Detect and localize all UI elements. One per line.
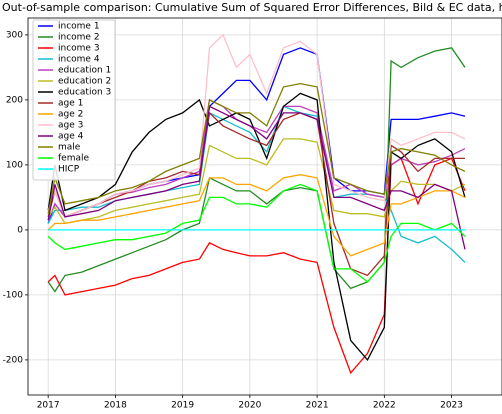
x-tick-label: 2018	[104, 401, 127, 411]
series-line	[47, 138, 466, 225]
series-line	[47, 82, 466, 214]
series-line	[47, 111, 465, 277]
legend-label: income 2	[58, 33, 100, 43]
x-tick-label: 2019	[171, 401, 194, 411]
legend-label: age 4	[58, 132, 84, 142]
y-tick-label: 200	[6, 95, 23, 105]
x-tick-label: 2022	[373, 401, 396, 411]
legend-label: female	[58, 154, 89, 164]
y-tick-label: -200	[3, 355, 24, 365]
plot-frame	[27, 17, 502, 396]
series-line	[47, 105, 466, 250]
x-tick-label: 2017	[37, 401, 60, 411]
legend-label: education 3	[58, 88, 111, 98]
x-tick-label: 2021	[306, 401, 329, 411]
y-tick-label: 0	[17, 225, 23, 235]
series-line	[47, 47, 466, 293]
series-line	[47, 105, 466, 263]
chart-title: Out-of-sample comparison: Cumulative Sum…	[2, 1, 502, 14]
legend-label: age 3	[58, 121, 83, 131]
legend-label: male	[58, 143, 81, 153]
legend-label: age 1	[58, 99, 83, 109]
y-tick-label: 100	[6, 160, 23, 170]
x-tick-label: 2020	[238, 401, 261, 411]
legend-label: HICP	[58, 165, 80, 175]
legend-box	[32, 19, 116, 181]
legend-label: education 1	[58, 66, 111, 76]
y-tick-label: 300	[6, 30, 23, 40]
series-line	[47, 183, 466, 283]
series-line	[47, 174, 466, 257]
series-line	[47, 157, 466, 375]
series-line	[47, 92, 466, 362]
x-tick-label: 2023	[440, 401, 463, 411]
legend-label: income 3	[58, 44, 100, 54]
series-line	[47, 33, 466, 218]
legend-label: income 4	[58, 55, 100, 65]
legend-label: age 2	[58, 110, 83, 120]
legend-label: education 2	[58, 77, 111, 87]
y-tick-label: -100	[3, 290, 24, 300]
legend-label: income 1	[58, 22, 100, 32]
